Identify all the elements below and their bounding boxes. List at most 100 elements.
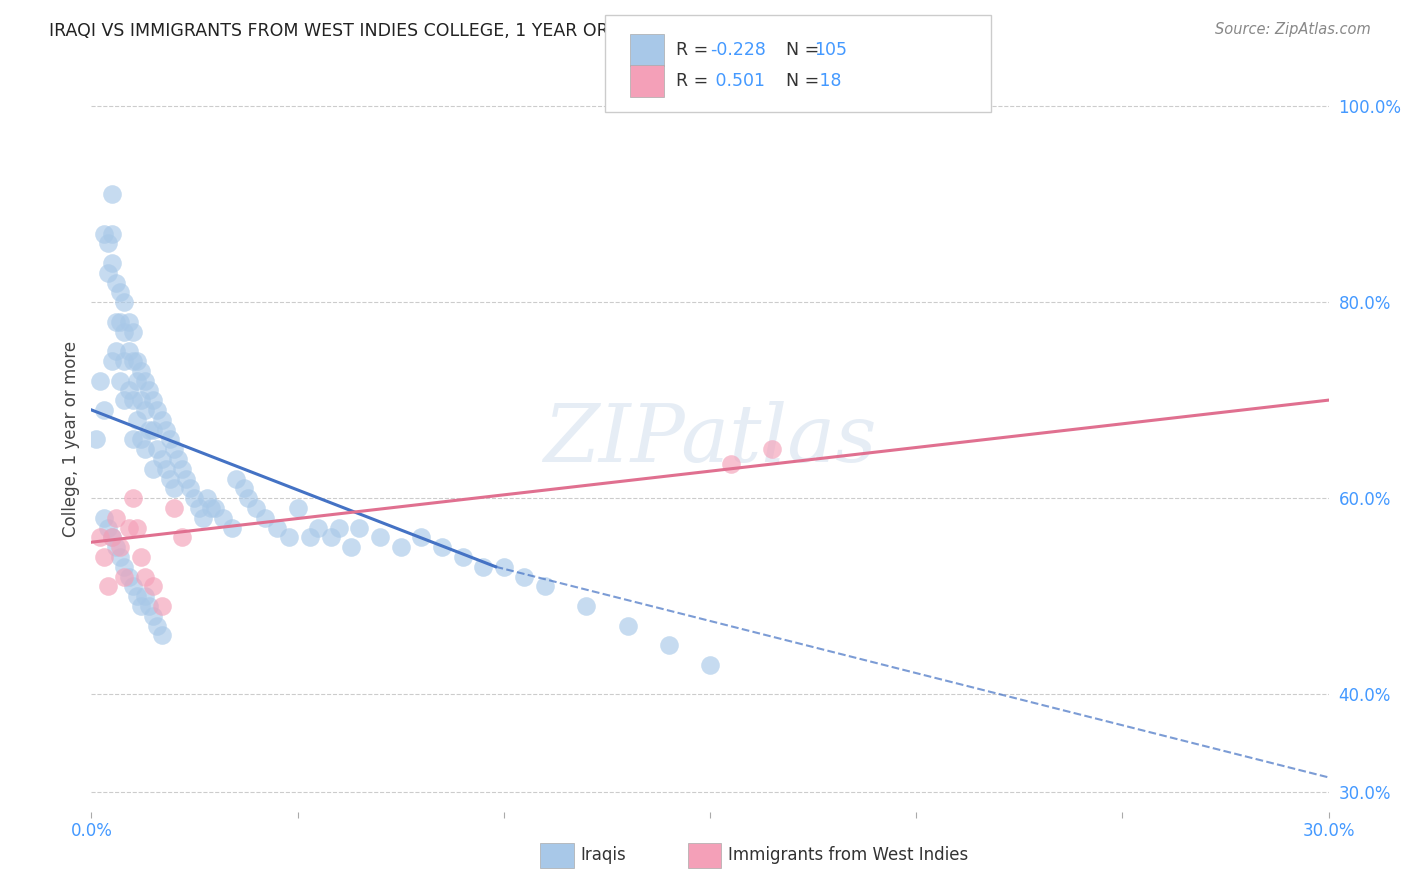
Point xyxy=(172,530,194,544)
Point xyxy=(167,451,190,466)
Point xyxy=(105,344,128,359)
Point xyxy=(101,354,124,368)
Text: ZIPatlas: ZIPatlas xyxy=(543,401,877,478)
Point xyxy=(101,530,124,544)
Point xyxy=(430,540,453,554)
Point xyxy=(110,549,132,564)
Point xyxy=(129,433,152,447)
Point xyxy=(451,549,474,564)
Text: -0.228: -0.228 xyxy=(710,41,766,59)
Point xyxy=(155,423,177,437)
Point xyxy=(121,325,143,339)
Point xyxy=(117,344,139,359)
Point xyxy=(105,510,128,524)
Point xyxy=(142,423,165,437)
Text: IRAQI VS IMMIGRANTS FROM WEST INDIES COLLEGE, 1 YEAR OR MORE CORRELATION CHART: IRAQI VS IMMIGRANTS FROM WEST INDIES COL… xyxy=(49,22,860,40)
Point xyxy=(212,510,235,524)
Point xyxy=(150,599,173,613)
Point xyxy=(93,403,115,417)
Point xyxy=(93,510,115,524)
Point xyxy=(307,520,329,534)
Point xyxy=(134,442,156,456)
Point xyxy=(204,500,226,515)
Point xyxy=(159,433,181,447)
Point xyxy=(121,354,143,368)
Point xyxy=(138,599,160,613)
Point xyxy=(125,354,148,368)
Point xyxy=(142,608,165,623)
Y-axis label: College, 1 year or more: College, 1 year or more xyxy=(62,342,80,537)
Point xyxy=(105,540,128,554)
Point xyxy=(183,491,205,505)
Point xyxy=(129,549,152,564)
Point xyxy=(236,491,259,505)
Text: Iraqis: Iraqis xyxy=(581,847,627,864)
Point xyxy=(134,403,156,417)
Point xyxy=(105,315,128,329)
Point xyxy=(125,374,148,388)
Point xyxy=(233,481,256,495)
Point xyxy=(101,256,124,270)
Point xyxy=(142,393,165,408)
Point xyxy=(89,374,111,388)
Point xyxy=(150,413,173,427)
Point xyxy=(155,461,177,475)
Point xyxy=(340,540,363,554)
Point xyxy=(134,569,156,583)
Point xyxy=(105,276,128,290)
Point xyxy=(174,471,197,485)
Text: N =: N = xyxy=(786,41,825,59)
Point xyxy=(146,618,169,632)
Point xyxy=(101,227,124,241)
Point xyxy=(411,530,433,544)
Point xyxy=(225,471,247,485)
Point xyxy=(117,384,139,398)
Point xyxy=(150,451,173,466)
Point xyxy=(172,461,194,475)
Point xyxy=(245,500,267,515)
Point xyxy=(125,589,148,603)
Point xyxy=(101,530,124,544)
Point xyxy=(97,236,120,251)
Point xyxy=(121,491,143,505)
Point xyxy=(159,471,181,485)
Point xyxy=(112,569,135,583)
Point xyxy=(93,549,115,564)
Point xyxy=(761,442,783,456)
Point xyxy=(134,589,156,603)
Point xyxy=(298,530,321,544)
Point xyxy=(221,520,243,534)
Point xyxy=(163,442,186,456)
Point xyxy=(253,510,276,524)
Point xyxy=(492,559,515,574)
Point xyxy=(513,569,536,583)
Point xyxy=(121,433,143,447)
Point xyxy=(319,530,342,544)
Point xyxy=(84,433,107,447)
Point xyxy=(97,520,120,534)
Text: 18: 18 xyxy=(814,72,842,90)
Point xyxy=(110,315,132,329)
Point xyxy=(93,227,115,241)
Point xyxy=(101,187,124,202)
Point xyxy=(142,579,165,593)
Point xyxy=(200,500,222,515)
Point xyxy=(117,569,139,583)
Point xyxy=(349,520,371,534)
Point xyxy=(110,285,132,300)
Point xyxy=(191,510,214,524)
Text: R =: R = xyxy=(676,72,714,90)
Point xyxy=(368,530,391,544)
Point xyxy=(125,520,148,534)
Point xyxy=(163,481,186,495)
Point xyxy=(278,530,301,544)
Point xyxy=(89,530,111,544)
Point xyxy=(163,500,186,515)
Point xyxy=(187,500,209,515)
Point xyxy=(138,423,160,437)
Point xyxy=(266,520,288,534)
Point xyxy=(129,599,152,613)
Point xyxy=(389,540,412,554)
Point xyxy=(129,364,152,378)
Point xyxy=(97,579,120,593)
